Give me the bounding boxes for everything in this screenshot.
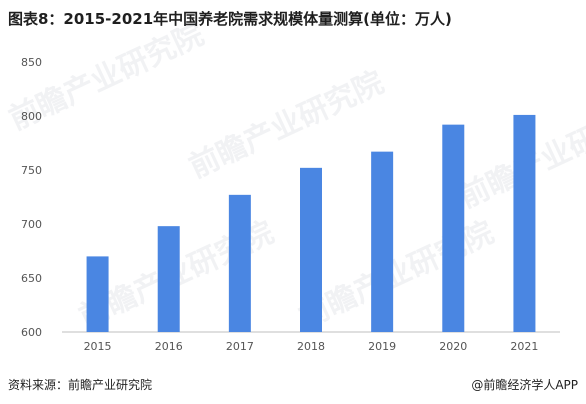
bar-2015 [86, 256, 109, 332]
x-tick-label: 2021 [510, 340, 538, 353]
x-tick-label: 2016 [155, 340, 183, 353]
chart-title: 图表8：2015-2021年中国养老院需求规模体量测算(单位：万人) [8, 10, 452, 28]
y-tick-label: 700 [21, 218, 42, 231]
x-tick-label: 2017 [226, 340, 254, 353]
bar-2017 [228, 194, 251, 332]
y-tick-label: 850 [21, 56, 42, 69]
x-tick-label: 2020 [439, 340, 467, 353]
x-tick-label: 2015 [84, 340, 112, 353]
y-tick-label: 650 [21, 272, 42, 285]
bar-2019 [371, 151, 394, 332]
bar-2018 [300, 167, 322, 332]
x-tick-label: 2019 [368, 340, 396, 353]
y-tick-label: 800 [21, 110, 42, 123]
y-tick-label: 750 [21, 164, 42, 177]
source-note: 资料来源：前瞻产业研究院 [8, 378, 153, 392]
x-tick-label: 2018 [297, 340, 325, 353]
y-tick-label: 600 [21, 326, 42, 339]
bar-2021 [513, 114, 536, 332]
bar-2020 [442, 124, 465, 332]
credit-note: @前瞻经济学人APP [471, 378, 578, 392]
bar-2016 [157, 226, 180, 332]
